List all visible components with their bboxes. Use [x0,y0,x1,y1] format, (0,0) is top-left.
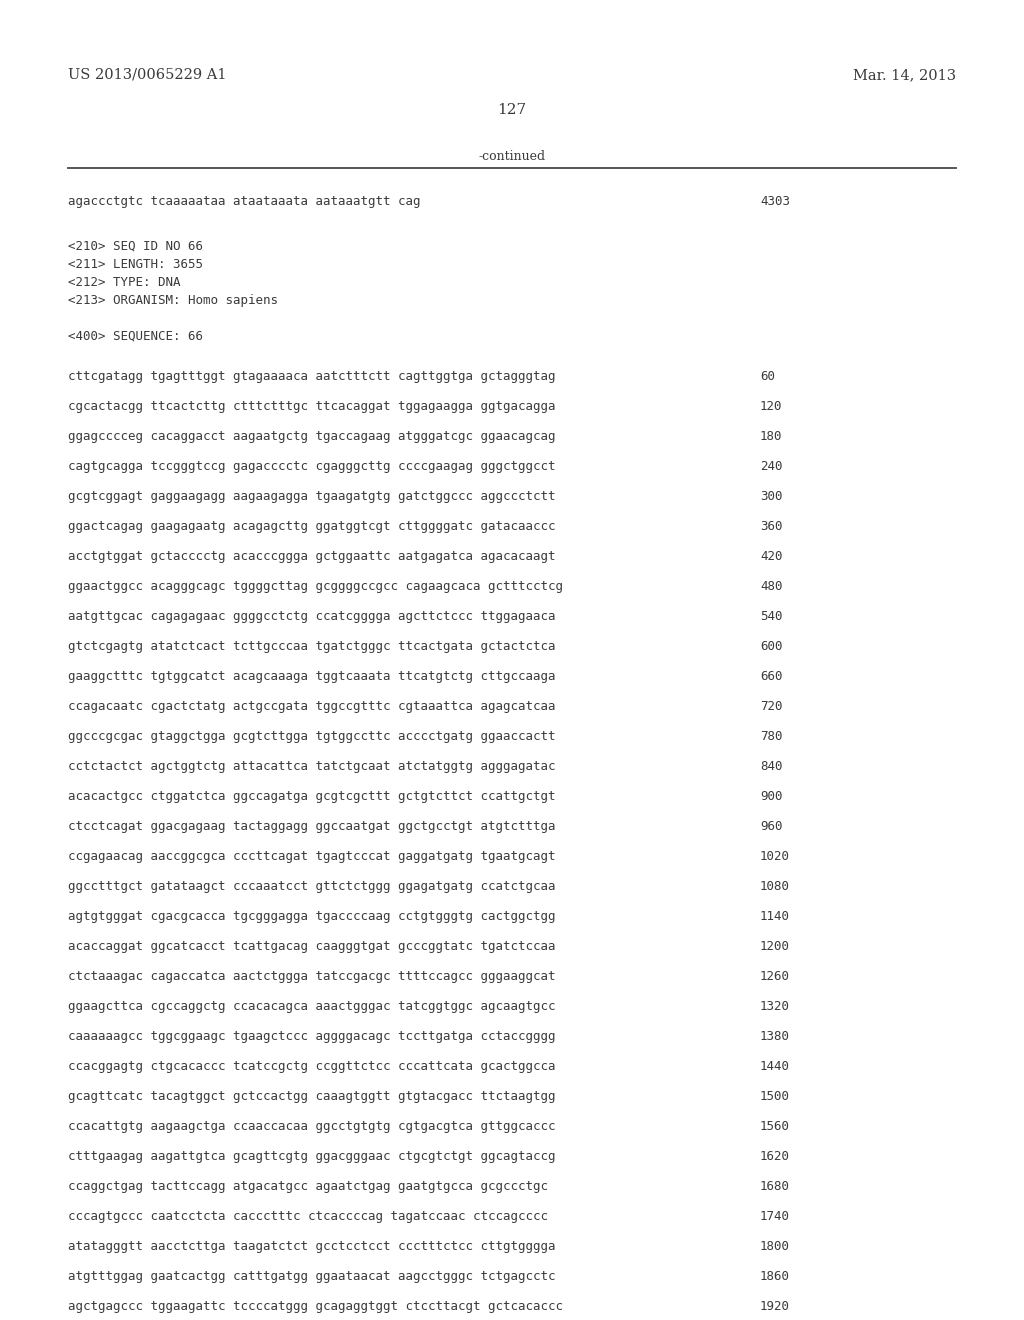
Text: cccagtgccc caatcctcta caccctttc ctcaccccag tagatccaac ctccagcccc: cccagtgccc caatcctcta caccctttc ctcacccc… [68,1210,548,1224]
Text: cttcgatagg tgagtttggt gtagaaaaca aatctttctt cagttggtga gctagggtag: cttcgatagg tgagtttggt gtagaaaaca aatcttt… [68,370,555,383]
Text: 1740: 1740 [760,1210,790,1224]
Text: <400> SEQUENCE: 66: <400> SEQUENCE: 66 [68,330,203,343]
Text: ggactcagag gaagagaatg acagagcttg ggatggtcgt cttggggatc gatacaaccc: ggactcagag gaagagaatg acagagcttg ggatggt… [68,520,555,533]
Text: 1620: 1620 [760,1150,790,1163]
Text: 900: 900 [760,789,782,803]
Text: 780: 780 [760,730,782,743]
Text: 720: 720 [760,700,782,713]
Text: 1440: 1440 [760,1060,790,1073]
Text: 960: 960 [760,820,782,833]
Text: 1920: 1920 [760,1300,790,1313]
Text: 180: 180 [760,430,782,444]
Text: 1500: 1500 [760,1090,790,1104]
Text: atgtttggag gaatcactgg catttgatgg ggaataacat aagcctgggc tctgagcctc: atgtttggag gaatcactgg catttgatgg ggaataa… [68,1270,555,1283]
Text: 360: 360 [760,520,782,533]
Text: acctgtggat gctacccctg acacccggga gctggaattc aatgagatca agacacaagt: acctgtggat gctacccctg acacccggga gctggaa… [68,550,555,564]
Text: atatagggtt aacctcttga taagatctct gcctcctcct ccctttctcc cttgtgggga: atatagggtt aacctcttga taagatctct gcctcct… [68,1239,555,1253]
Text: cagtgcagga tccgggtccg gagacccctc cgagggcttg ccccgaagag gggctggcct: cagtgcagga tccgggtccg gagacccctc cgagggc… [68,459,555,473]
Text: 1860: 1860 [760,1270,790,1283]
Text: <210> SEQ ID NO 66: <210> SEQ ID NO 66 [68,240,203,253]
Text: 420: 420 [760,550,782,564]
Text: ggaactggcc acagggcagc tggggcttag gcggggccgcc cagaagcaca gctttcctcg: ggaactggcc acagggcagc tggggcttag gcggggc… [68,579,563,593]
Text: ctttgaagag aagattgtca gcagttcgtg ggacgggaac ctgcgtctgt ggcagtaccg: ctttgaagag aagattgtca gcagttcgtg ggacggg… [68,1150,555,1163]
Text: Mar. 14, 2013: Mar. 14, 2013 [853,69,956,82]
Text: <212> TYPE: DNA: <212> TYPE: DNA [68,276,180,289]
Text: 1680: 1680 [760,1180,790,1193]
Text: agctgagccc tggaagattc tccccatggg gcagaggtggt ctccttacgt gctcacaccc: agctgagccc tggaagattc tccccatggg gcagagg… [68,1300,563,1313]
Text: 1800: 1800 [760,1239,790,1253]
Text: agaccctgtc tcaaaaataa ataataaata aataaatgtt cag: agaccctgtc tcaaaaataa ataataaata aataaat… [68,195,421,209]
Text: ggcctttgct gatataagct cccaaatcct gttctctggg ggagatgatg ccatctgcaa: ggcctttgct gatataagct cccaaatcct gttctct… [68,880,555,894]
Text: 120: 120 [760,400,782,413]
Text: ctcctcagat ggacgagaag tactaggagg ggccaatgat ggctgcctgt atgtctttga: ctcctcagat ggacgagaag tactaggagg ggccaat… [68,820,555,833]
Text: cgcactacgg ttcactcttg ctttctttgc ttcacaggat tggagaagga ggtgacagga: cgcactacgg ttcactcttg ctttctttgc ttcacag… [68,400,555,413]
Text: US 2013/0065229 A1: US 2013/0065229 A1 [68,69,226,82]
Text: 840: 840 [760,760,782,774]
Text: 1320: 1320 [760,1001,790,1012]
Text: 600: 600 [760,640,782,653]
Text: gaaggctttc tgtggcatct acagcaaaga tggtcaaata ttcatgtctg cttgccaaga: gaaggctttc tgtggcatct acagcaaaga tggtcaa… [68,671,555,682]
Text: 60: 60 [760,370,775,383]
Text: aatgttgcac cagagagaac ggggcctctg ccatcgggga agcttctccc ttggagaaca: aatgttgcac cagagagaac ggggcctctg ccatcgg… [68,610,555,623]
Text: 540: 540 [760,610,782,623]
Text: acacactgcc ctggatctca ggccagatga gcgtcgcttt gctgtcttct ccattgctgt: acacactgcc ctggatctca ggccagatga gcgtcgc… [68,789,555,803]
Text: ggcccgcgac gtaggctgga gcgtcttgga tgtggccttc acccctgatg ggaaccactt: ggcccgcgac gtaggctgga gcgtcttgga tgtggcc… [68,730,555,743]
Text: 1080: 1080 [760,880,790,894]
Text: -continued: -continued [478,150,546,162]
Text: 1260: 1260 [760,970,790,983]
Text: 1140: 1140 [760,909,790,923]
Text: ccagacaatc cgactctatg actgccgata tggccgtttc cgtaaattca agagcatcaa: ccagacaatc cgactctatg actgccgata tggccgt… [68,700,555,713]
Text: ccgagaacag aaccggcgca cccttcagat tgagtcccat gaggatgatg tgaatgcagt: ccgagaacag aaccggcgca cccttcagat tgagtcc… [68,850,555,863]
Text: gcgtcggagt gaggaagagg aagaagagga tgaagatgtg gatctggccc aggccctctt: gcgtcggagt gaggaagagg aagaagagga tgaagat… [68,490,555,503]
Text: 1020: 1020 [760,850,790,863]
Text: ccacggagtg ctgcacaccc tcatccgctg ccggttctcc cccattcata gcactggcca: ccacggagtg ctgcacaccc tcatccgctg ccggttc… [68,1060,555,1073]
Text: ccaggctgag tacttccagg atgacatgcc agaatctgag gaatgtgcca gcgccctgc: ccaggctgag tacttccagg atgacatgcc agaatct… [68,1180,548,1193]
Text: 660: 660 [760,671,782,682]
Text: gcagttcatc tacagtggct gctccactgg caaagtggtt gtgtacgacc ttctaagtgg: gcagttcatc tacagtggct gctccactgg caaagtg… [68,1090,555,1104]
Text: 127: 127 [498,103,526,117]
Text: <213> ORGANISM: Homo sapiens: <213> ORGANISM: Homo sapiens [68,294,278,308]
Text: 4303: 4303 [760,195,790,209]
Text: gtctcgagtg atatctcact tcttgcccaa tgatctgggc ttcactgata gctactctca: gtctcgagtg atatctcact tcttgcccaa tgatctg… [68,640,555,653]
Text: acaccaggat ggcatcacct tcattgacag caagggtgat gcccggtatc tgatctccaa: acaccaggat ggcatcacct tcattgacag caagggt… [68,940,555,953]
Text: 480: 480 [760,579,782,593]
Text: ggaagcttca cgccaggctg ccacacagca aaactgggac tatcggtggc agcaagtgcc: ggaagcttca cgccaggctg ccacacagca aaactgg… [68,1001,555,1012]
Text: ccacattgtg aagaagctga ccaaccacaa ggcctgtgtg cgtgacgtca gttggcaccc: ccacattgtg aagaagctga ccaaccacaa ggcctgt… [68,1119,555,1133]
Text: 1560: 1560 [760,1119,790,1133]
Text: 240: 240 [760,459,782,473]
Text: 1200: 1200 [760,940,790,953]
Text: ctctaaagac cagaccatca aactctggga tatccgacgc ttttccagcc gggaaggcat: ctctaaagac cagaccatca aactctggga tatccga… [68,970,555,983]
Text: cctctactct agctggtctg attacattca tatctgcaat atctatggtg agggagatac: cctctactct agctggtctg attacattca tatctgc… [68,760,555,774]
Text: 300: 300 [760,490,782,503]
Text: 1380: 1380 [760,1030,790,1043]
Text: agtgtgggat cgacgcacca tgcgggagga tgaccccaag cctgtgggtg cactggctgg: agtgtgggat cgacgcacca tgcgggagga tgacccc… [68,909,555,923]
Text: <211> LENGTH: 3655: <211> LENGTH: 3655 [68,257,203,271]
Text: ggagcccceg cacaggacct aagaatgctg tgaccagaag atgggatcgc ggaacagcag: ggagcccceg cacaggacct aagaatgctg tgaccag… [68,430,555,444]
Text: caaaaaagcc tggcggaagc tgaagctccc aggggacagc tccttgatga cctaccgggg: caaaaaagcc tggcggaagc tgaagctccc aggggac… [68,1030,555,1043]
